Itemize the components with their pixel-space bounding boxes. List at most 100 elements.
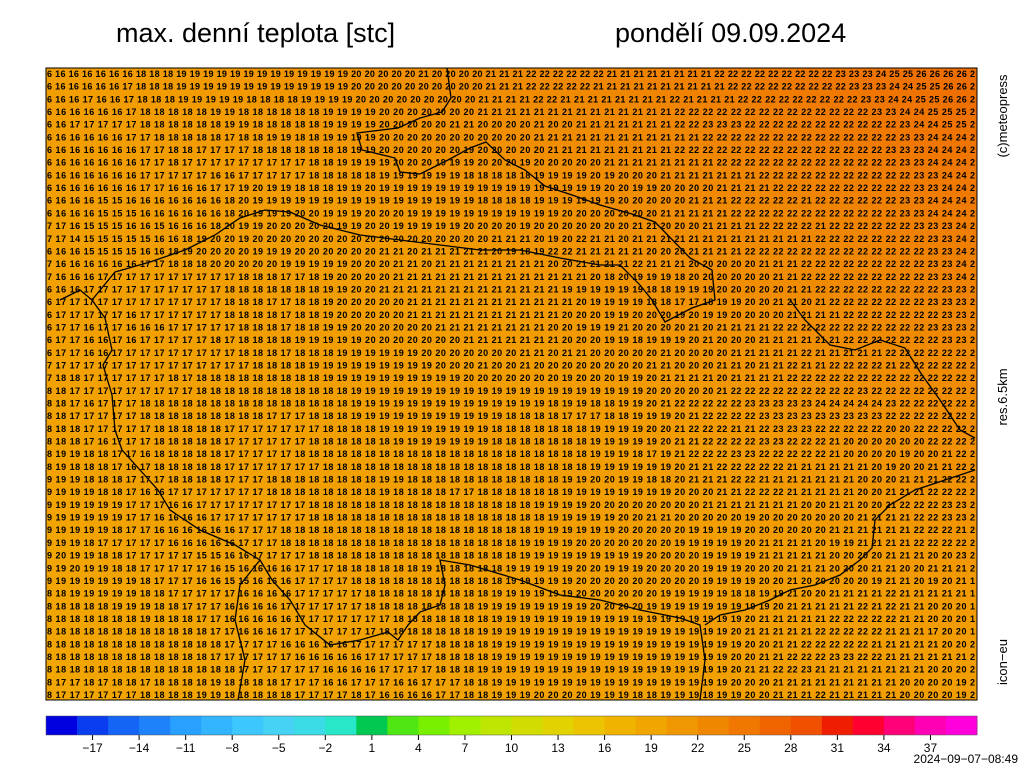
value-row: 6 17 17 16 16 17 17 17 17 17 17 17 17 17… <box>47 348 975 358</box>
colorbar-tick-label: 7 <box>462 741 469 755</box>
colorbar-tick-label: −17 <box>82 741 103 755</box>
value-row: 6 17 17 17 17 17 17 17 17 17 17 17 17 18… <box>47 297 975 307</box>
colorbar-segment <box>387 716 419 735</box>
colorbar-segment <box>449 716 481 735</box>
value-row: 6 16 16 15 15 15 15 16 16 18 19 20 20 20… <box>47 246 975 256</box>
colorbar: −17 −14 −11 −8 −5 −2 1 4 7 10 13 16 19 22 25 28 31 34 37 <box>46 716 978 755</box>
colorbar-segment <box>232 716 264 735</box>
map-title: max. denní teplota [stc] <box>116 18 395 48</box>
value-row: 6 16 16 16 16 16 17 17 18 18 18 18 18 17… <box>47 132 975 142</box>
value-row: 8 18 18 18 18 18 18 18 18 18 18 18 18 17… <box>47 639 975 649</box>
value-row: 7 16 16 16 17 17 17 17 17 17 17 17 17 17… <box>47 272 975 282</box>
colorbar-segment <box>728 716 761 735</box>
colorbar-segment <box>263 716 295 735</box>
border-line <box>91 299 706 701</box>
value-row: 9 19 19 18 18 18 17 17 17 18 18 18 18 17… <box>47 475 975 485</box>
colorbar-segment <box>697 716 730 735</box>
value-row: 8 19 18 18 18 17 16 17 18 18 18 18 18 17… <box>47 462 975 472</box>
border-line <box>234 559 261 701</box>
value-row: 8 18 19 19 19 19 19 18 18 17 17 17 17 17… <box>47 589 975 599</box>
value-row: 9 19 20 19 19 18 18 17 17 17 17 17 16 15… <box>47 563 975 573</box>
value-row: 8 18 17 17 17 17 17 18 18 18 18 18 18 18… <box>47 411 975 421</box>
colorbar-segment <box>46 716 78 735</box>
colorbar-tick-label: 22 <box>691 741 705 755</box>
colorbar-segment <box>480 716 512 735</box>
value-row: 8 19 19 18 18 17 17 16 18 18 18 18 18 17… <box>47 449 975 459</box>
value-row: 9 19 19 18 17 17 17 17 17 16 16 16 16 16… <box>47 538 975 548</box>
colorbar-segment <box>635 716 668 735</box>
value-row: 8 18 18 18 18 18 18 18 18 18 18 18 18 18… <box>47 665 975 675</box>
value-row: 7 18 18 17 17 17 17 17 17 18 17 18 18 18… <box>47 373 975 383</box>
value-row: 6 16 16 16 15 15 16 16 16 16 16 16 16 18… <box>47 196 975 206</box>
value-row: 7 17 16 15 15 15 16 16 15 16 16 16 18 20… <box>47 221 975 231</box>
colorbar-tick-label: 37 <box>924 741 938 755</box>
colorbar-tick-label: −8 <box>225 741 239 755</box>
border-line <box>59 67 716 323</box>
colorbar-tick-label: −2 <box>318 741 332 755</box>
value-row: 9 20 19 19 18 18 17 17 17 17 17 15 15 16… <box>47 551 975 561</box>
colorbar-segment <box>294 716 326 735</box>
map-frame <box>45 67 978 701</box>
value-row: 7 17 14 15 15 15 15 15 16 16 18 19 20 20… <box>47 234 975 244</box>
value-row: 6 16 16 16 16 16 17 18 18 18 19 19 19 19… <box>47 82 975 92</box>
colorbar-segment <box>604 716 637 735</box>
map-date: pondělí 09.09.2024 <box>615 18 846 48</box>
value-row: 9 19 19 19 19 19 17 17 16 16 16 16 17 17… <box>47 513 975 523</box>
colorbar-tick-label: 34 <box>877 741 891 755</box>
colorbar-tick-label: 31 <box>831 741 845 755</box>
value-row: 9 19 19 19 19 19 17 17 17 16 16 17 17 17… <box>47 500 975 510</box>
value-row: 8 17 17 18 17 18 18 17 18 18 18 18 19 18… <box>47 677 975 687</box>
colorbar-segment <box>201 716 233 735</box>
value-row: 8 18 18 17 17 17 17 17 18 18 18 18 18 17… <box>47 424 975 434</box>
colorbar-tick-label: −11 <box>176 741 196 755</box>
colorbar-segment <box>542 716 575 735</box>
colorbar-segment <box>759 716 792 735</box>
value-row: 6 16 17 17 17 17 17 18 18 18 18 18 18 19… <box>47 120 975 130</box>
value-row: 6 16 16 16 16 16 16 18 18 18 19 19 19 19… <box>47 69 975 79</box>
map-background <box>46 68 977 700</box>
resolution: res.6.5km <box>995 368 1010 425</box>
colorbar-segment <box>666 716 699 735</box>
colorbar-segment <box>945 716 978 735</box>
value-row: 7 16 16 16 16 16 16 17 17 18 18 18 20 20… <box>47 259 975 269</box>
colorbar-segment <box>108 716 140 735</box>
value-row: 9 19 19 19 18 18 17 16 16 17 17 17 17 17… <box>47 487 975 497</box>
colorbar-segment <box>418 716 450 735</box>
value-row: 8 18 17 17 17 17 17 17 17 17 17 18 18 18… <box>47 386 975 396</box>
value-row: 6 16 16 17 17 17 17 17 17 17 17 17 17 18… <box>47 284 975 294</box>
value-row: 8 18 18 18 18 18 18 19 18 18 18 17 17 16… <box>47 614 975 624</box>
value-row: 8 18 18 17 16 17 17 17 18 18 18 18 18 17… <box>47 437 975 447</box>
colorbar-tick-label: 28 <box>784 741 798 755</box>
colorbar-segment <box>139 716 171 735</box>
colorbar-segment <box>325 716 357 735</box>
value-row: 6 16 16 16 15 15 15 16 16 16 16 16 16 18… <box>47 208 975 218</box>
colorbar-segment <box>914 716 947 735</box>
value-row: 8 17 17 17 17 17 17 18 18 18 18 19 19 18… <box>47 690 975 700</box>
value-row: 8 18 17 16 17 17 17 18 18 18 18 18 18 18… <box>47 399 975 409</box>
colorbar-segment <box>883 716 916 735</box>
colorbar-tick-label: 25 <box>738 741 752 755</box>
value-row: 8 18 18 18 18 19 19 19 18 18 17 17 17 16… <box>47 601 975 611</box>
copyright: (c)meteopress <box>995 74 1010 158</box>
colorbar-segment <box>821 716 854 735</box>
colorbar-tick-label: 1 <box>369 741 376 755</box>
colorbar-tick-label: 4 <box>415 741 422 755</box>
colorbar-tick-label: −14 <box>129 741 150 755</box>
value-row: 8 18 18 18 18 18 18 18 18 18 18 18 17 17… <box>47 627 975 637</box>
value-grid: 6 16 16 16 16 16 16 18 18 18 19 19 19 19… <box>47 69 975 700</box>
colorbar-segment <box>77 716 109 735</box>
value-row: 8 18 18 18 18 18 18 18 18 18 18 18 17 17… <box>47 652 975 662</box>
colorbar-tick-label: 16 <box>598 741 612 755</box>
value-row: 6 16 16 16 16 16 16 17 17 18 18 17 17 17… <box>47 145 975 155</box>
colorbar-segment <box>511 716 544 735</box>
colorbar-tick-label: 13 <box>551 741 565 755</box>
value-row: 6 16 16 17 16 16 17 18 18 18 19 19 19 19… <box>47 94 975 104</box>
value-row: 6 17 17 17 17 17 16 17 17 17 17 17 17 18… <box>47 310 975 320</box>
model-name: icon−eu <box>995 639 1010 685</box>
border-line <box>789 299 976 439</box>
border-line <box>704 469 976 626</box>
value-row: 6 17 17 16 17 17 16 16 16 17 17 17 17 17… <box>47 322 975 332</box>
value-row: 6 16 16 16 16 16 16 17 17 16 16 16 17 17… <box>47 183 975 193</box>
colorbar-segment <box>170 716 202 735</box>
